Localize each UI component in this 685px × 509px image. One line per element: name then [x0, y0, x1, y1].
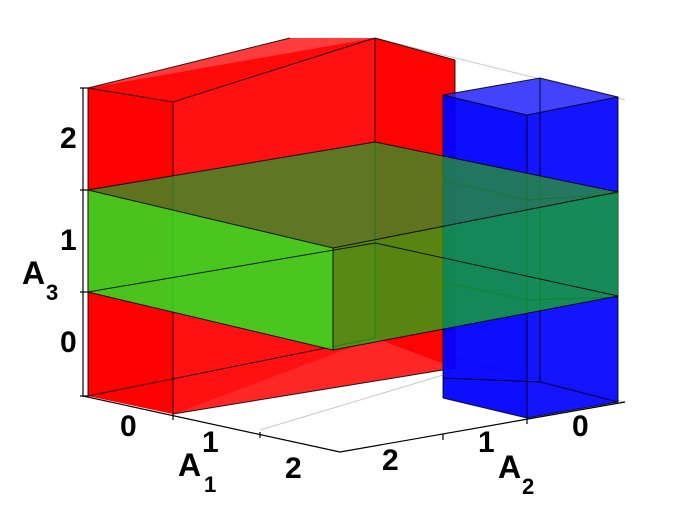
- a2-axis-line: [339, 401, 626, 453]
- a2-axis-label: A 2: [498, 449, 534, 499]
- green-slab-front-face: [88, 190, 333, 350]
- a2-ticks: 2 1 0: [382, 410, 589, 477]
- green-slab: [87, 141, 619, 351]
- a1-label-sub: 1: [204, 472, 216, 497]
- a3-tick-label: 2: [60, 122, 77, 155]
- a3-axis-label: A 3: [22, 255, 58, 305]
- a1-ticks: 0 1 2: [120, 410, 302, 485]
- a1-tick-label: 2: [285, 452, 302, 485]
- green-slab-top-face: [88, 142, 618, 248]
- a2-label-sub: 2: [522, 474, 534, 499]
- a3-tick-label: 0: [60, 326, 77, 359]
- a3-ticks: 2 1 0: [60, 122, 77, 359]
- a2-tick-label: 2: [382, 444, 399, 477]
- a2-tick-label: 1: [478, 426, 495, 459]
- a1-label: A: [178, 447, 201, 483]
- axes-lines: [80, 87, 626, 453]
- a1-axis-label: A 1: [178, 447, 216, 497]
- a2-label: A: [498, 449, 521, 485]
- a1-axis-line: [82, 395, 341, 453]
- a3-label: A: [22, 255, 45, 291]
- a1-tick-label: 1: [202, 426, 219, 459]
- a3-label-sub: 3: [46, 280, 58, 305]
- blue-box-top-face: [443, 78, 618, 115]
- a2-tick-label: 0: [572, 410, 589, 443]
- a1-tick-label: 0: [120, 410, 137, 443]
- a3-tick-label: 1: [60, 224, 77, 257]
- green-slab-right-face: [333, 192, 618, 350]
